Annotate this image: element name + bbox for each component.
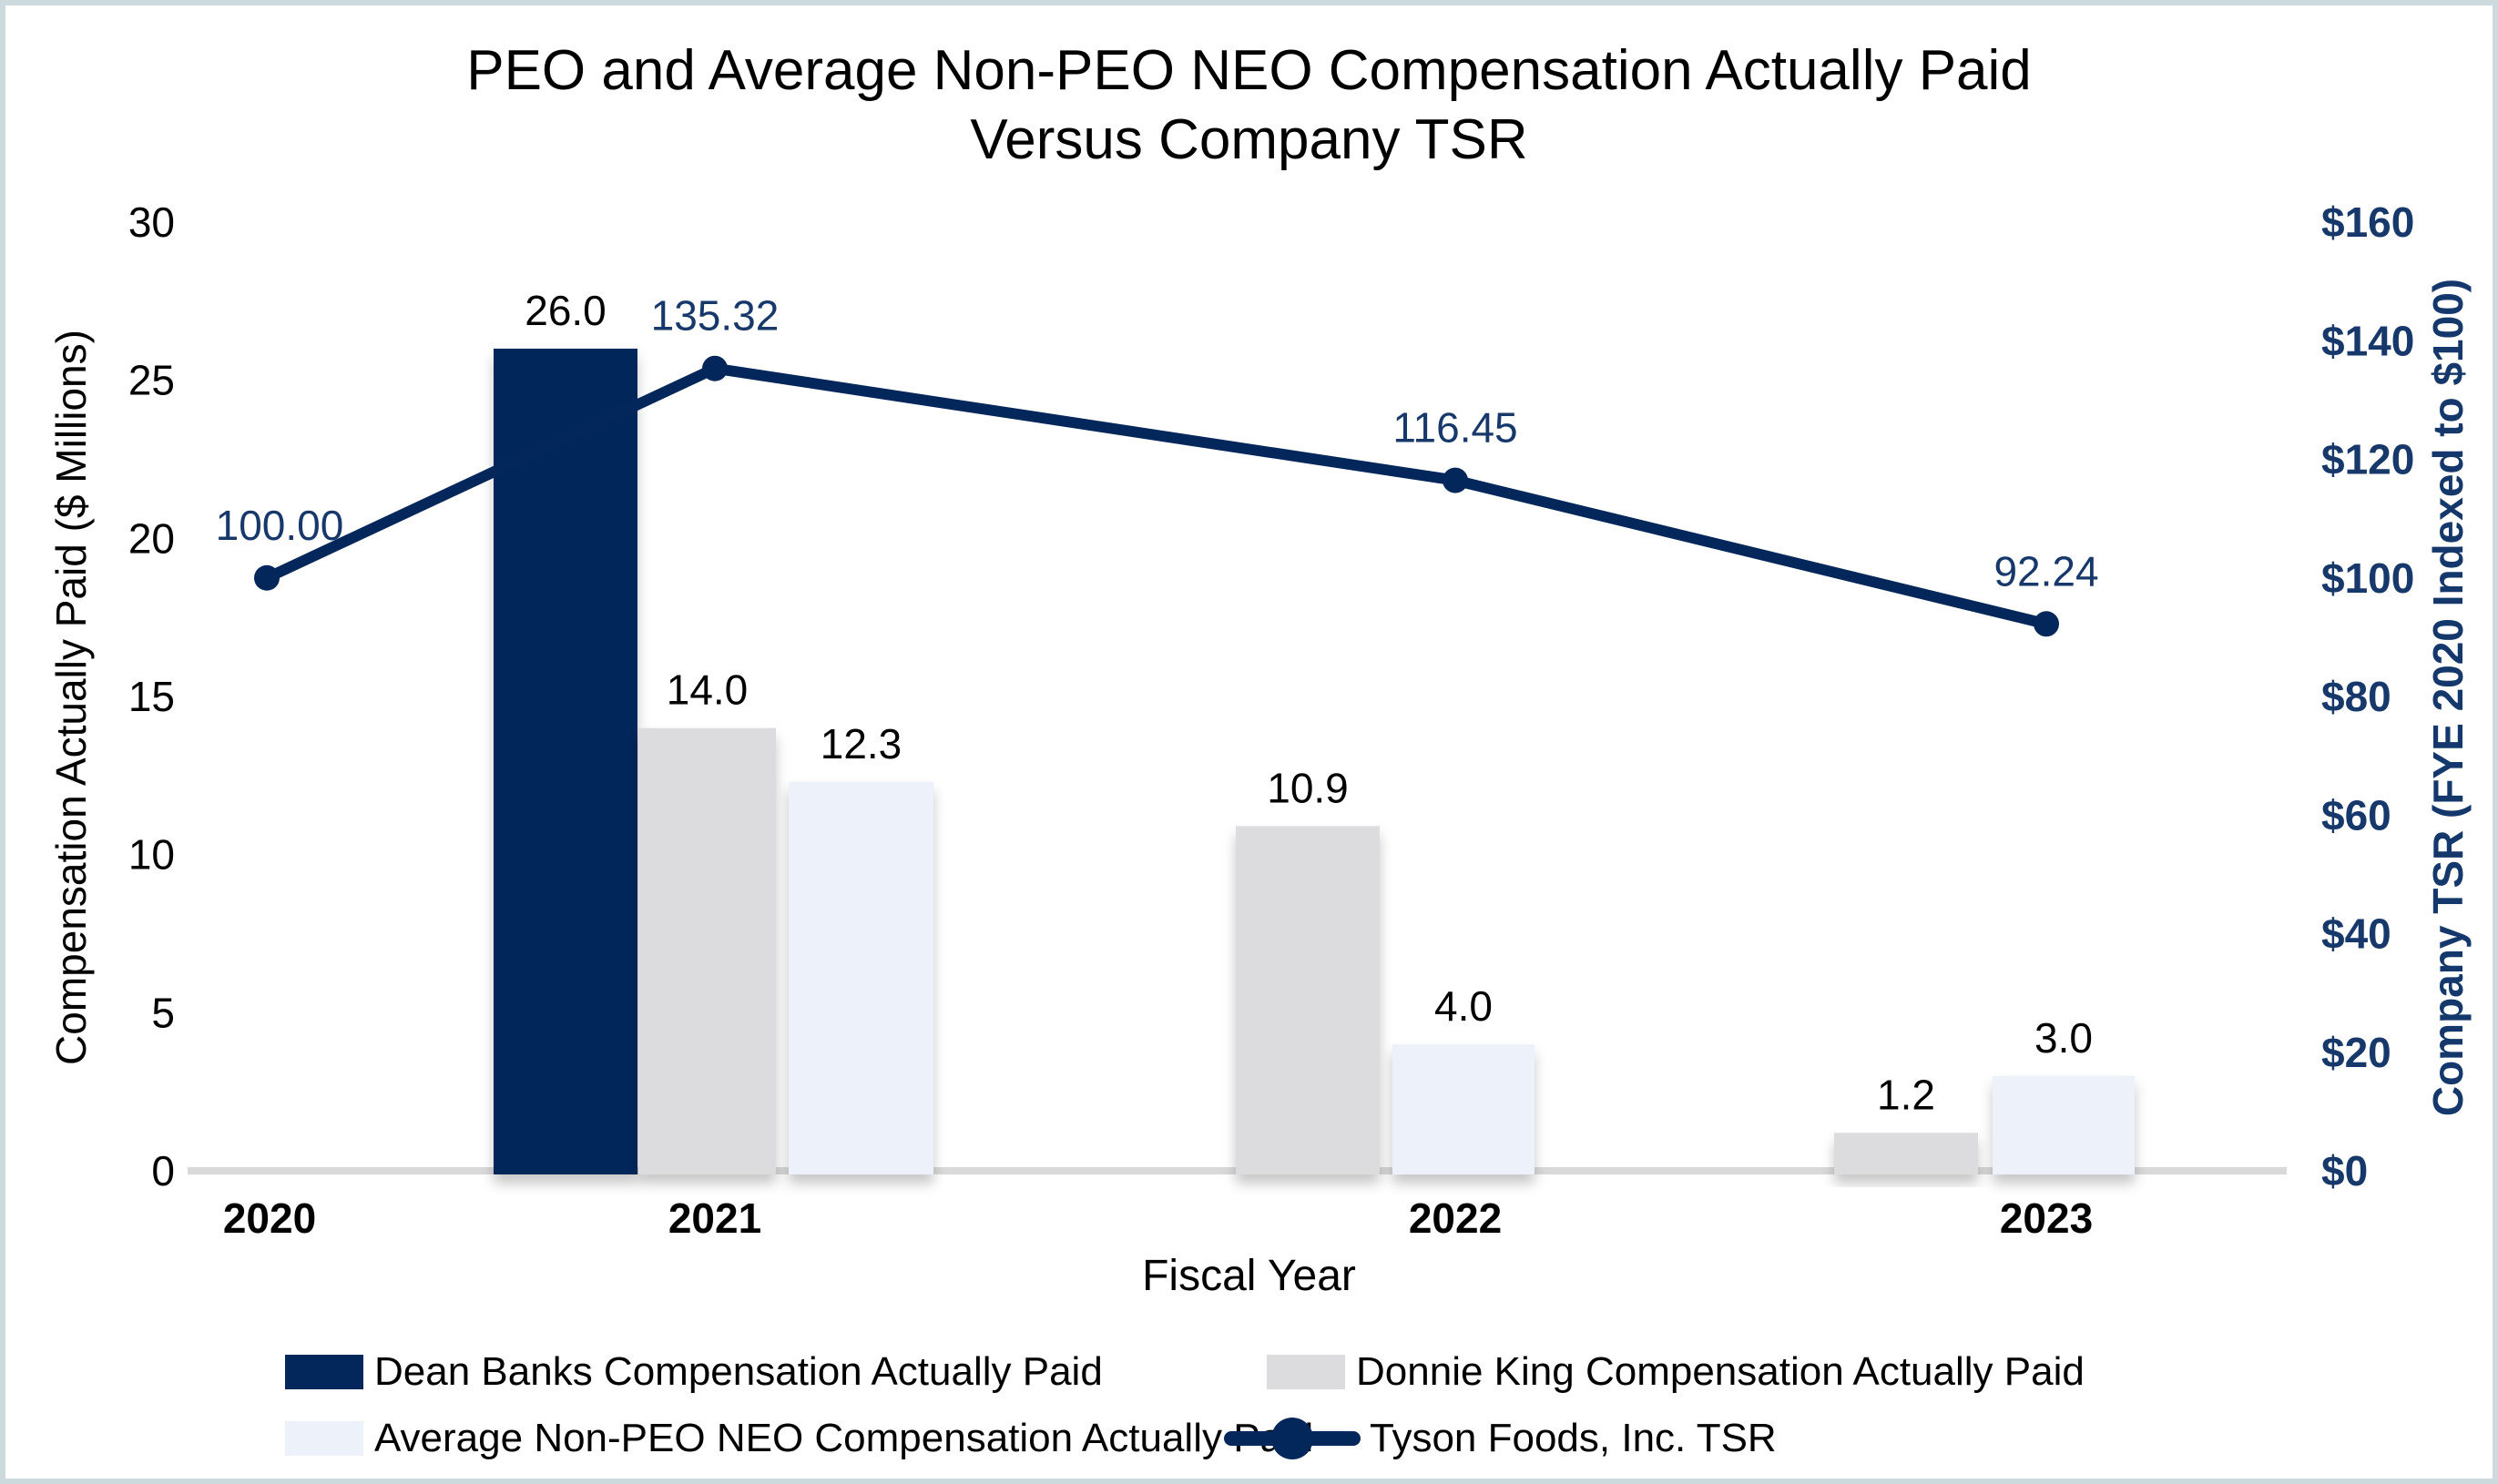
bar-2023-s1 <box>1834 1133 1978 1174</box>
tsr-label-2020: 100.00 <box>216 502 344 549</box>
bar-label-2021-s1: 14.0 <box>667 666 749 714</box>
bar-label-2023-s1: 1.2 <box>1877 1071 1935 1118</box>
right-tick-140: $140 <box>2321 317 2414 364</box>
tsr-marker-2022 <box>1443 467 1468 493</box>
chart-title: PEO and Average Non-PEO NEO Compensation… <box>5 36 2493 175</box>
bar-label-2021-s0: 26.0 <box>525 287 607 334</box>
left-tick-25: 25 <box>128 357 175 404</box>
legend-label-donnie-king: Donnie King Compensation Actually Paid <box>1356 1349 2085 1394</box>
bar-2022-s1 <box>1236 826 1380 1174</box>
legend-item-avg-non-peo: Average Non-PEO NEO Compensation Actuall… <box>285 1416 1313 1461</box>
tsr-label-2021: 135.32 <box>651 292 780 340</box>
bar-2021-s1 <box>638 727 776 1174</box>
x-axis-title: Fiscal Year <box>1142 1252 1356 1300</box>
left-tick-15: 15 <box>128 673 175 720</box>
dean-banks-swatch <box>285 1355 363 1389</box>
legend-label-dean-banks: Dean Banks Compensation Actually Paid <box>374 1349 1103 1394</box>
tsr-label-2022: 116.45 <box>1392 404 1517 452</box>
right-tick-80: $80 <box>2321 673 2391 720</box>
x-tick-2020: 2020 <box>223 1194 316 1242</box>
right-tick-0: $0 <box>2321 1147 2368 1194</box>
left-tick-10: 10 <box>128 831 175 879</box>
legend-item-dean-banks: Dean Banks Compensation Actually Paid <box>285 1349 1103 1395</box>
donnie-king-swatch <box>1267 1355 1345 1389</box>
bar-2021-s0 <box>494 348 637 1174</box>
right-tick-40: $40 <box>2321 910 2391 958</box>
chart-title-line2: Versus Company TSR <box>970 108 1528 171</box>
left-tick-0: 0 <box>151 1147 175 1194</box>
left-tick-5: 5 <box>151 989 175 1036</box>
x-tick-2022: 2022 <box>1409 1194 1502 1242</box>
bar-2022-s2 <box>1392 1044 1534 1174</box>
right-tick-160: $160 <box>2321 198 2414 246</box>
legend-item-donnie-king: Donnie King Compensation Actually Paid <box>1267 1349 2085 1395</box>
bar-label-2021-s2: 12.3 <box>821 720 902 767</box>
legend-label-avg-non-peo: Average Non-PEO NEO Compensation Actuall… <box>374 1416 1314 1460</box>
avg-non-peo-swatch <box>285 1421 363 1456</box>
x-tick-2023: 2023 <box>2000 1194 2093 1242</box>
bar-2021-s2 <box>789 781 933 1174</box>
plot-area: 26.0 14.0 12.3 10.9 4.0 1.2 3.0 100.00 135.32 116… <box>128 198 2415 1242</box>
tsr-marker-2020 <box>254 564 280 591</box>
tsr-marker-2021 <box>702 355 728 381</box>
legend-label-tsr: Tyson Foods, Inc. TSR <box>1370 1416 1777 1460</box>
tsr-marker-2023 <box>2034 611 2059 637</box>
right-tick-20: $20 <box>2321 1029 2391 1076</box>
chart-title-line1: PEO and Average Non-PEO NEO Compensation… <box>466 39 2032 102</box>
legend-item-tsr: Tyson Foods, Inc. TSR <box>1224 1416 1777 1461</box>
tsr-swatch-dot <box>1271 1418 1313 1459</box>
right-tick-60: $60 <box>2321 791 2391 839</box>
left-tick-20: 20 <box>128 514 175 562</box>
right-tick-100: $100 <box>2321 554 2414 602</box>
bar-label-2022-s2: 4.0 <box>1434 982 1493 1030</box>
tsr-label-2023: 92.24 <box>1993 547 2098 595</box>
tsr-line-marker-swatch <box>1224 1418 1361 1459</box>
bar-label-2022-s1: 10.9 <box>1267 764 1349 811</box>
x-tick-2021: 2021 <box>668 1194 761 1242</box>
right-tick-120: $120 <box>2321 436 2414 483</box>
bar-2023-s2 <box>1993 1075 2135 1174</box>
bar-label-2023-s2: 3.0 <box>2034 1014 2093 1062</box>
left-tick-30: 30 <box>128 198 175 246</box>
tsr-line <box>261 362 2052 630</box>
